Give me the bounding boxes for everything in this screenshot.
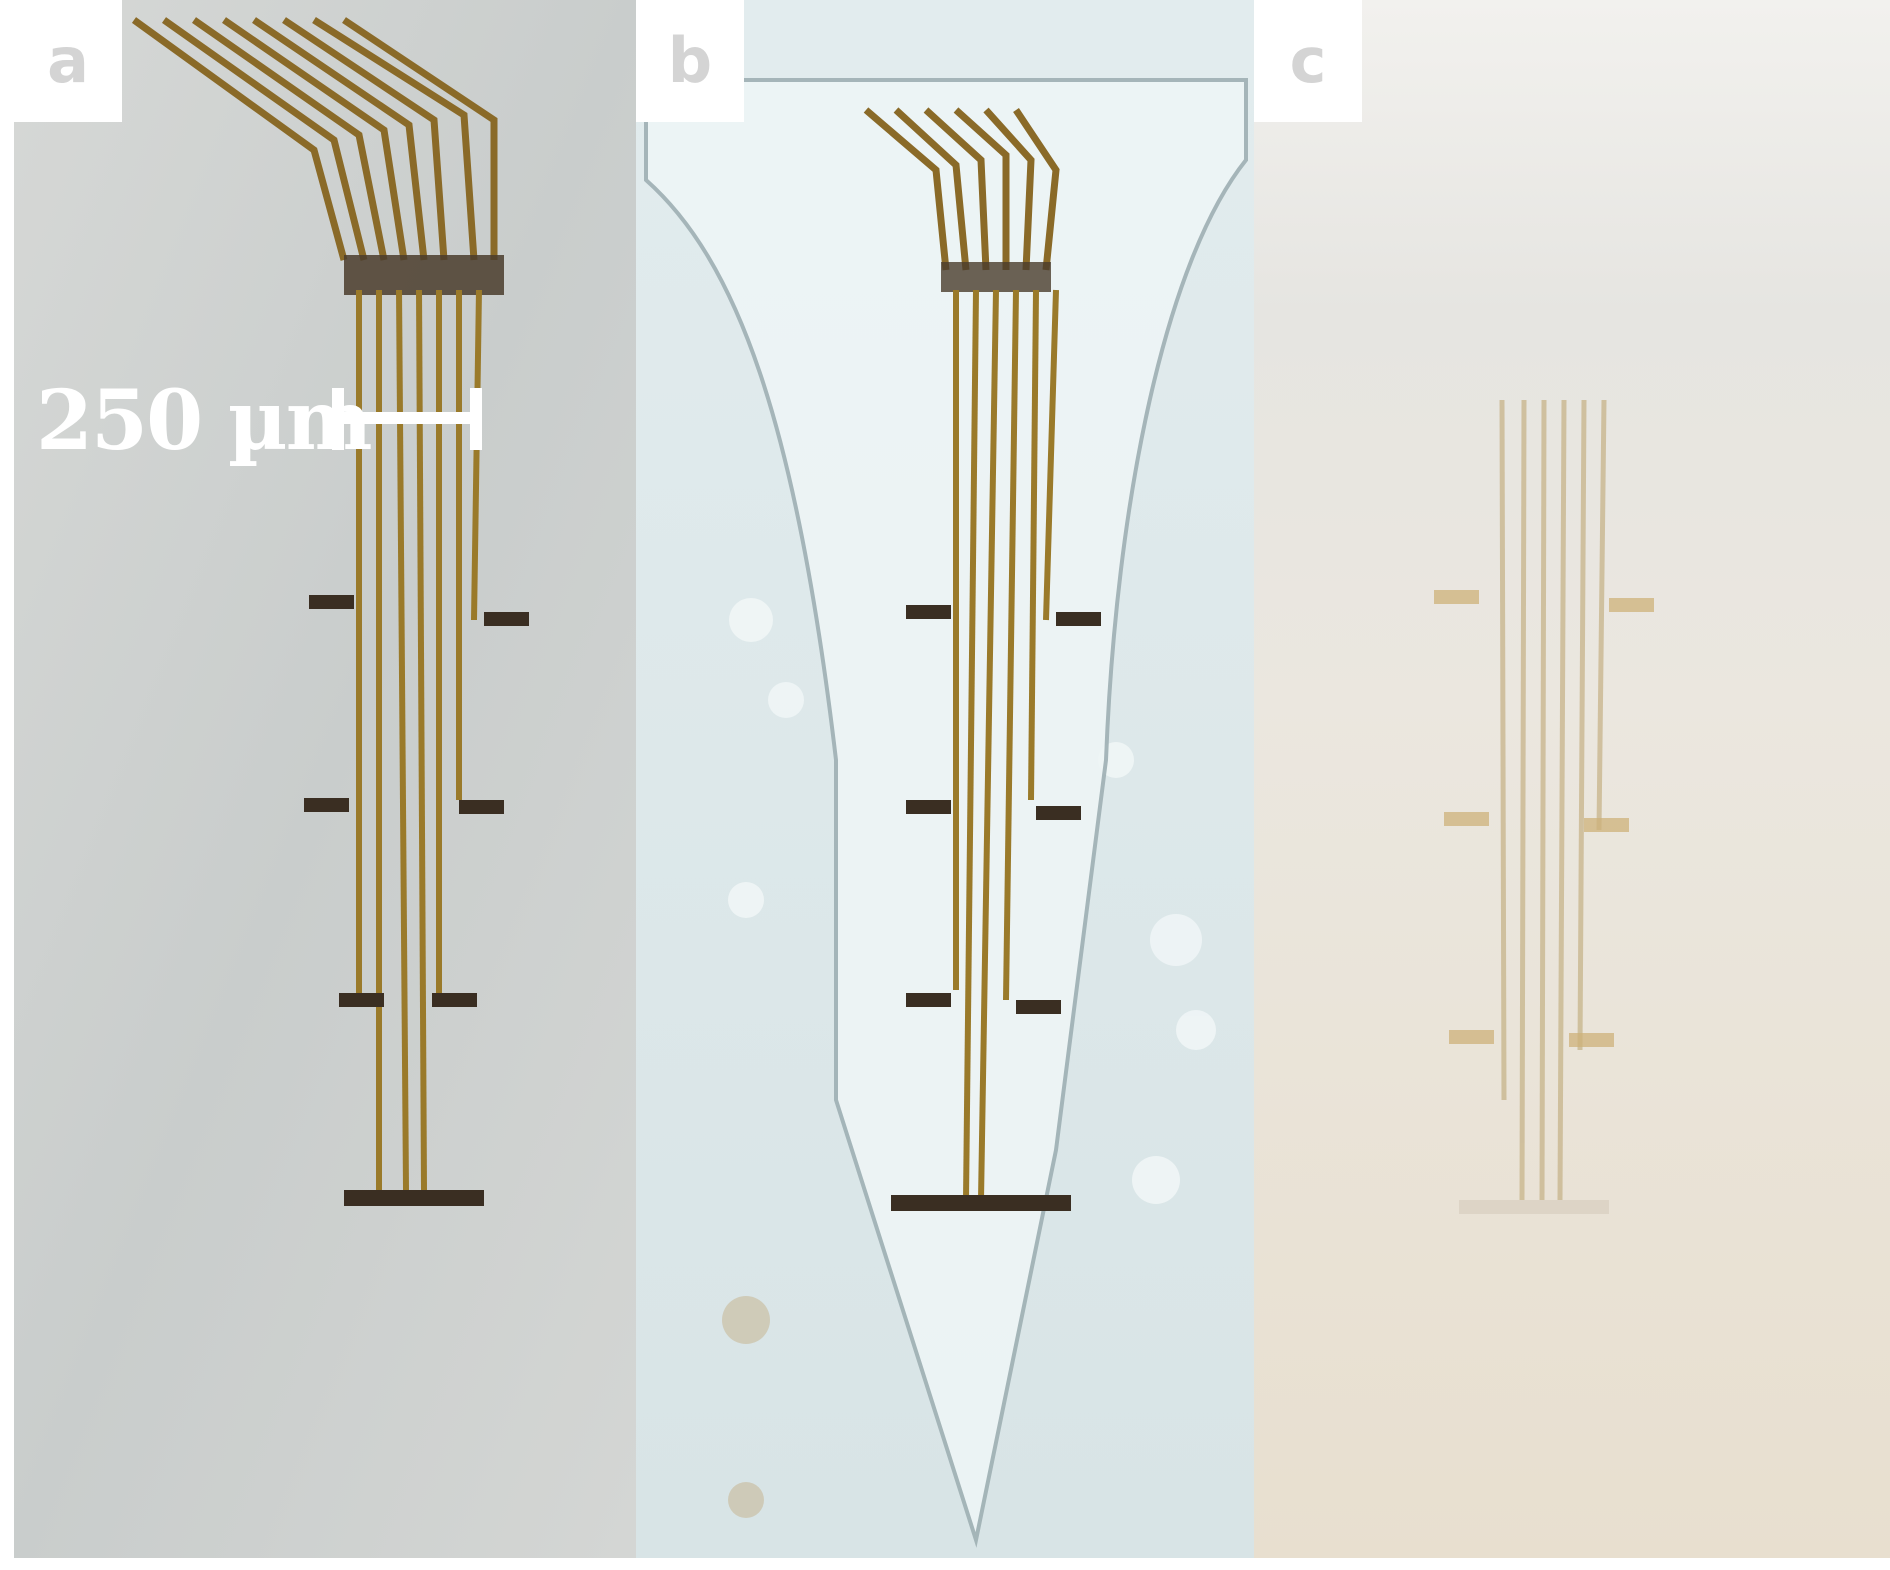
panel-c: c — [1254, 0, 1890, 1558]
panel-label-box: b — [636, 0, 744, 122]
panel-label: c — [1289, 24, 1327, 97]
recording-sites — [1434, 590, 1654, 1214]
panel-a: a 250 µm — [14, 0, 636, 1558]
scale-bar — [332, 388, 482, 450]
panel-label: a — [47, 24, 89, 97]
background-bokeh — [728, 598, 1216, 1204]
recording-sites — [304, 595, 529, 1206]
electrode-shank — [953, 289, 1059, 1201]
electrode-shank — [1499, 399, 1607, 1201]
recording-sites — [891, 605, 1101, 1211]
electrode-wiring — [131, 17, 498, 261]
electrode-wiring — [863, 107, 1060, 271]
panel-label: b — [667, 24, 713, 97]
electrode-shank — [356, 289, 482, 1191]
panel-a-photo — [14, 0, 636, 1558]
electrode-neck — [941, 262, 1051, 292]
electrode-neck — [344, 255, 504, 295]
scale-bar-label: 250 µm — [36, 373, 372, 469]
panel-label-box: c — [1254, 0, 1362, 122]
panel-b-photo — [636, 0, 1254, 1558]
panel-label-box: a — [14, 0, 122, 122]
residue-spots — [722, 1296, 770, 1518]
panel-b: b — [636, 0, 1254, 1558]
panel-c-photo — [1254, 0, 1890, 1558]
